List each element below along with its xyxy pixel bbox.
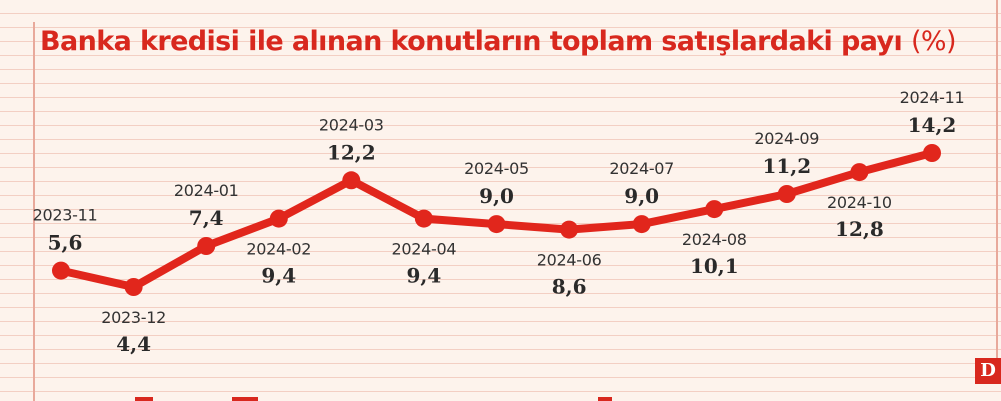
data-value-label: 10,1 bbox=[690, 254, 739, 278]
data-value-label: 12,8 bbox=[835, 217, 884, 241]
data-value-label: 7,4 bbox=[189, 206, 224, 230]
data-value-label: 9,4 bbox=[407, 264, 442, 288]
data-value-label: 5,6 bbox=[48, 231, 83, 255]
right-frame-line bbox=[996, 0, 998, 372]
data-point bbox=[850, 163, 869, 182]
cropped-mark bbox=[135, 397, 153, 401]
chart-title-main: Banka kredisi ile alınan konutların topl… bbox=[40, 26, 903, 57]
data-point bbox=[414, 209, 433, 228]
chart-title-unit: (%) bbox=[910, 26, 957, 57]
x-category-label: 2024-07 bbox=[609, 159, 674, 178]
data-value-label: 14,2 bbox=[908, 113, 957, 137]
x-category-label: 2024-01 bbox=[174, 181, 239, 200]
chart-title: Banka kredisi ile alınan konutların topl… bbox=[40, 26, 956, 57]
x-category-label: 2024-02 bbox=[246, 240, 311, 259]
x-category-label: 2023-12 bbox=[101, 308, 166, 327]
data-point bbox=[923, 144, 941, 162]
x-category-label: 2024-11 bbox=[900, 88, 965, 107]
cropped-mark bbox=[598, 397, 612, 401]
data-point bbox=[342, 171, 361, 190]
data-value-label: 9,4 bbox=[261, 264, 296, 288]
x-category-label: 2024-04 bbox=[392, 240, 457, 259]
data-value-label: 8,6 bbox=[552, 275, 587, 299]
left-frame-line bbox=[33, 22, 35, 401]
data-value-label: 4,4 bbox=[116, 332, 151, 356]
data-point bbox=[777, 185, 796, 203]
data-point bbox=[632, 215, 651, 234]
data-point bbox=[705, 200, 724, 219]
data-value-label: 11,2 bbox=[762, 154, 811, 178]
x-category-label: 2024-05 bbox=[464, 159, 529, 178]
cropped-mark bbox=[232, 397, 258, 401]
x-category-label: 2024-03 bbox=[319, 115, 384, 134]
x-category-label: 2024-09 bbox=[754, 129, 819, 148]
data-point bbox=[487, 215, 506, 234]
x-category-label: 2024-06 bbox=[537, 251, 602, 270]
data-value-label: 12,2 bbox=[327, 140, 376, 164]
data-point bbox=[52, 261, 70, 280]
data-point bbox=[560, 220, 579, 239]
cropped-bottom-strip bbox=[0, 393, 1001, 401]
data-point bbox=[269, 209, 288, 228]
data-value-label: 9,0 bbox=[624, 184, 659, 208]
data-value-label: 9,0 bbox=[479, 184, 514, 208]
x-category-label: 2023-11 bbox=[33, 206, 98, 225]
x-category-label: 2024-10 bbox=[827, 193, 892, 212]
publisher-logo: D bbox=[975, 358, 1001, 384]
x-category-label: 2024-08 bbox=[682, 230, 747, 249]
data-point bbox=[197, 237, 216, 255]
data-point bbox=[124, 278, 143, 296]
